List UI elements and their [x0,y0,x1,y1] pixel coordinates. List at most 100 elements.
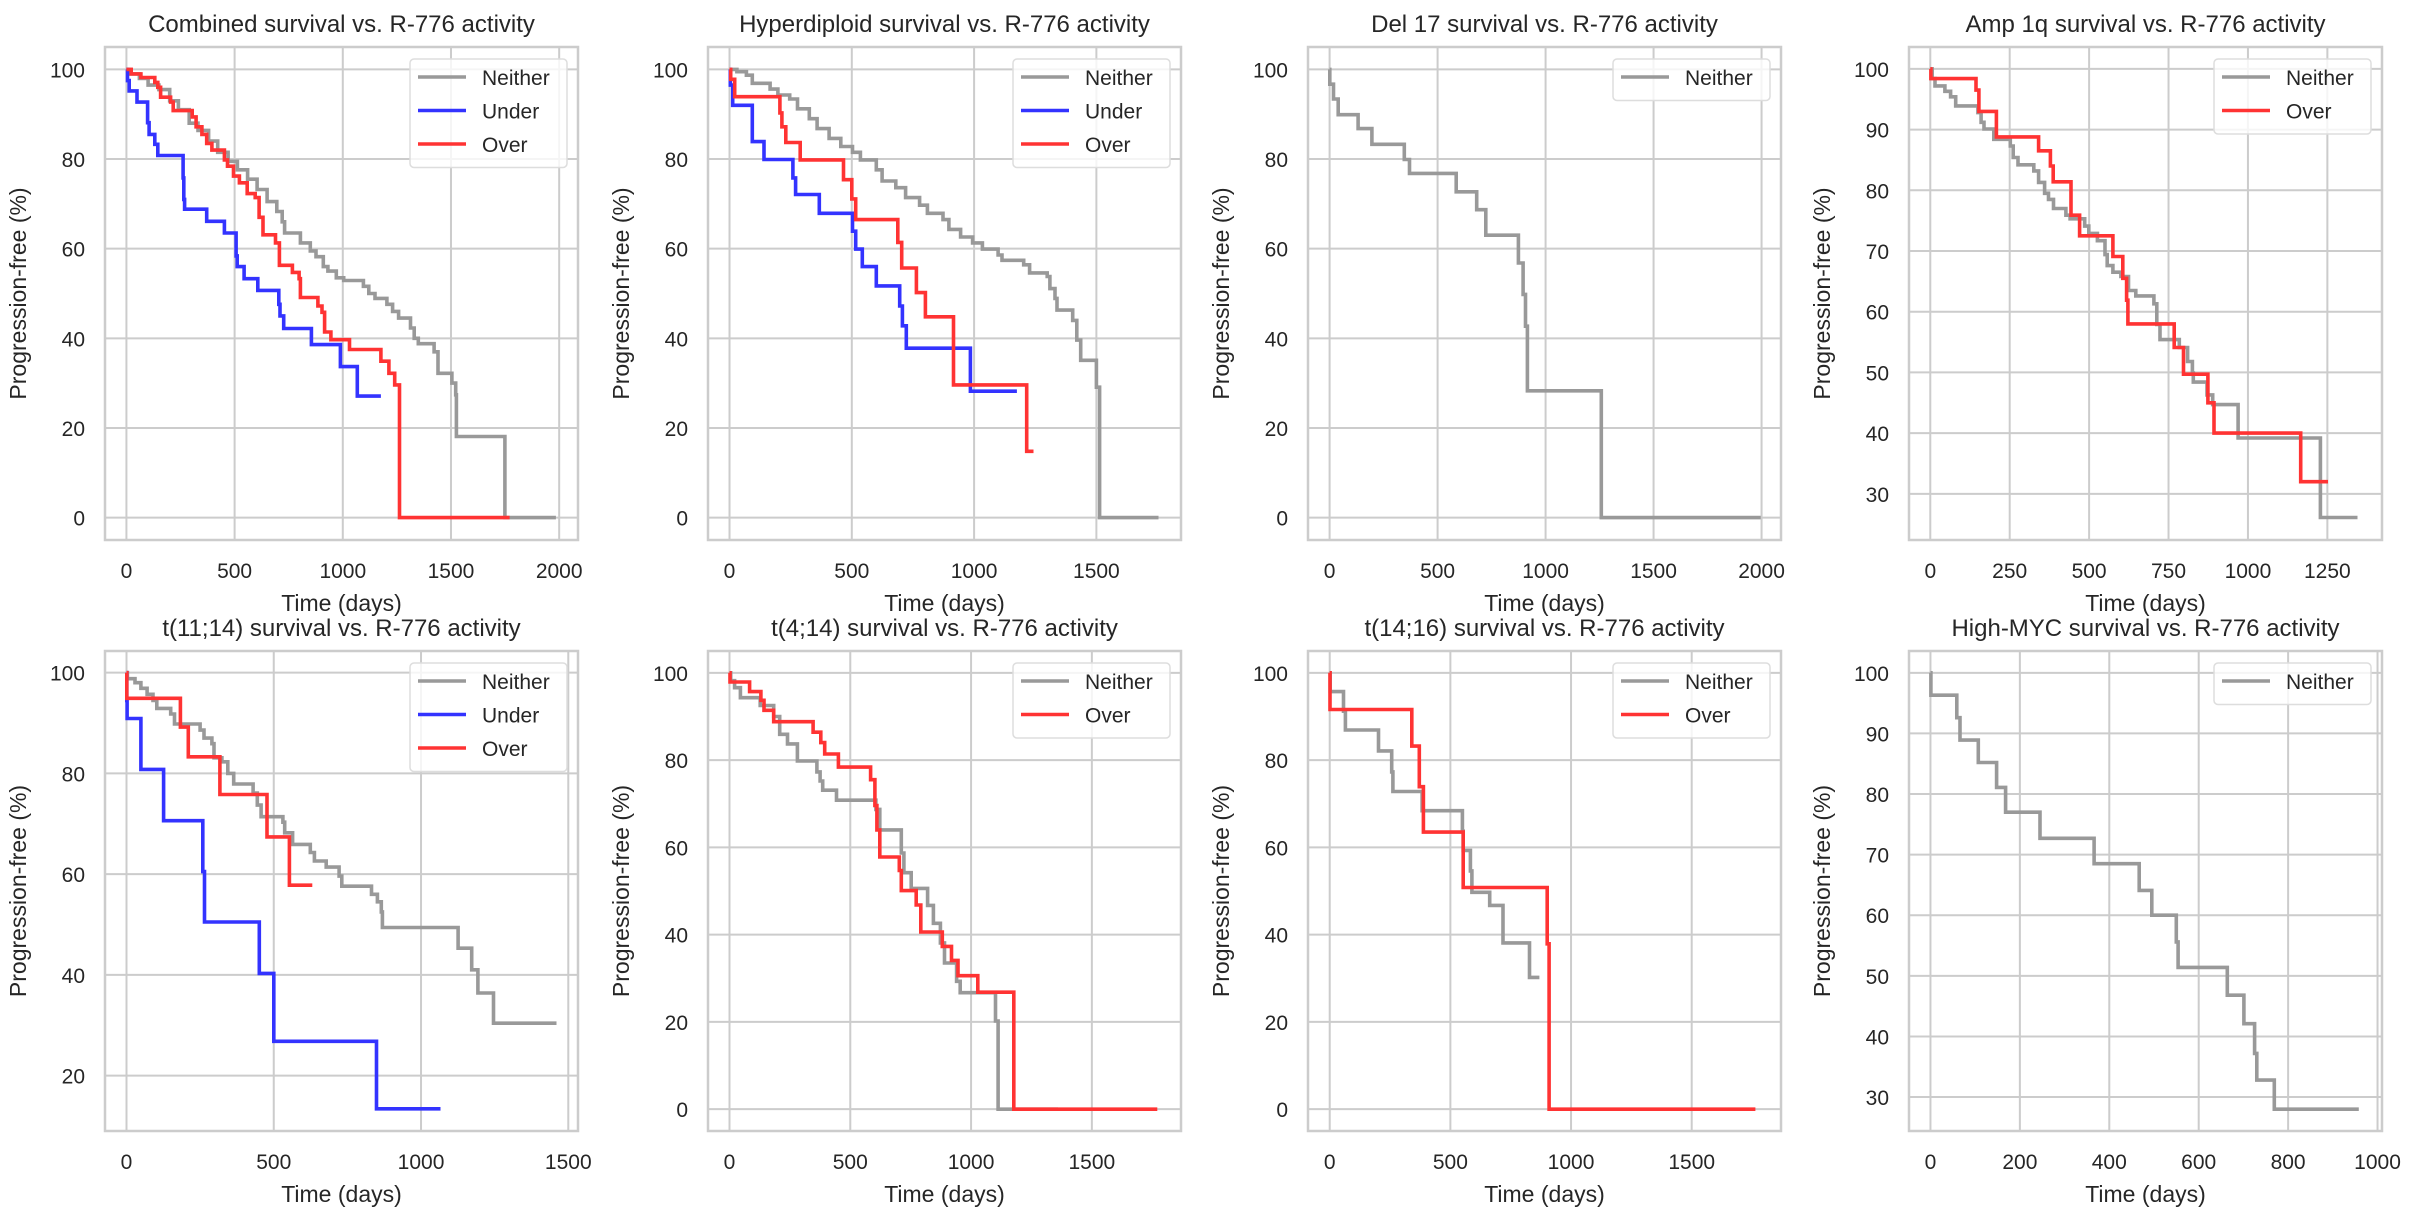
y-axis-label: Progression-free (%) [1809,187,1835,399]
legend-label: Neither [1685,671,1753,694]
y-tick-label: 0 [676,508,688,531]
y-tick-label: 40 [62,328,85,351]
y-tick-label: 60 [1866,302,1889,325]
subplot-title: Combined survival vs. R-776 activity [148,11,535,38]
x-tick-label: 0 [121,1151,133,1174]
y-tick-label: 50 [1866,362,1889,385]
legend: Neither Under Over [1012,58,1171,169]
legend: Neither Over [2213,58,2372,135]
x-axis-label: Time (days) [1484,1181,1605,1207]
axes-frame [103,45,580,542]
subplot-1: Combined survival vs. R-776 activity 0 500… [5,11,583,616]
x-tick-label: 0 [121,560,133,583]
legend-label: Under [482,101,539,124]
x-axis-label: Time (days) [1484,590,1605,616]
subplot-title: High-MYC survival vs. R-776 activity [1951,615,2339,642]
y-tick-label: 40 [62,965,85,988]
y-tick-label: 100 [1854,663,1889,686]
y-axis-label: Progression-free (%) [5,785,31,997]
y-axis-label: Progression-free (%) [5,187,31,399]
y-tick-label: 60 [1265,837,1288,860]
subplot-2: Hyperdiploid survival vs. R-776 activity… [608,11,1183,616]
x-tick-label: 1000 [319,560,366,583]
subplot-title: t(14;16) survival vs. R-776 activity [1364,615,1724,642]
y-tick-label: 80 [1866,180,1889,203]
subplot-title: t(4;14) survival vs. R-776 activity [771,615,1118,642]
y-axis-label: Progression-free (%) [1208,187,1234,399]
legend-box [2213,662,2372,706]
x-tick-label: 2000 [1738,560,1785,583]
legend: Neither [1612,58,1771,102]
subplot-5: t(11;14) survival vs. R-776 activity 0 500… [5,615,592,1207]
x-tick-label: 500 [1433,1151,1468,1174]
axes-frame [1306,649,1783,1133]
y-tick-label: 40 [1265,328,1288,351]
x-axis-label: Time (days) [2085,1181,2206,1207]
y-tick-label: 100 [1253,59,1288,82]
legend-label: Over [1085,134,1131,157]
x-tick-label: 600 [2181,1151,2216,1174]
y-tick-label: 80 [665,750,688,773]
x-tick-label: 1500 [1073,560,1120,583]
y-tick-label: 100 [653,663,688,686]
legend: Neither Under Over [409,58,568,169]
legend-box [409,58,568,169]
y-tick-label: 40 [1265,925,1288,948]
y-tick-label: 0 [676,1099,688,1122]
axes-frame [103,649,580,1133]
series-line-over [126,67,510,520]
x-tick-label: 1000 [1548,1151,1595,1174]
legend-label: Neither [1085,671,1153,694]
y-tick-label: 20 [1265,418,1288,441]
x-tick-label: 1250 [2304,560,2351,583]
legend-label: Neither [1685,67,1753,90]
subplot-8: High-MYC survival vs. R-776 activity 0 200… [1809,615,2401,1207]
y-tick-label: 80 [62,149,85,172]
series-line-neither [1929,671,2359,1111]
subplot-4: Amp 1q survival vs. R-776 activity 0 250 50… [1809,11,2384,616]
y-tick-label: 90 [1866,723,1889,746]
subplot-title: Hyperdiploid survival vs. R-776 activity [739,11,1150,38]
legend-label: Neither [1085,67,1153,90]
axes-frame [706,45,1183,542]
legend-label: Under [1085,101,1142,124]
y-tick-label: 80 [1265,149,1288,172]
y-tick-label: 50 [1866,966,1889,989]
y-tick-label: 60 [665,837,688,860]
x-tick-label: 500 [217,560,252,583]
x-tick-label: 500 [2072,560,2107,583]
series-line-over [728,67,1034,454]
y-axis-label: Progression-free (%) [608,785,634,997]
y-tick-label: 0 [1276,508,1288,531]
subplot-3: Del 17 survival vs. R-776 activity 0 500 10… [1208,11,1785,616]
axes-frame [1907,649,2384,1133]
x-tick-label: 250 [1992,560,2027,583]
legend: Neither Over [1012,662,1171,739]
x-axis-label: Time (days) [281,590,402,616]
y-tick-label: 80 [62,763,85,786]
y-axis-label: Progression-free (%) [1809,785,1835,997]
series-line-under [728,67,1017,393]
y-tick-label: 80 [1866,784,1889,807]
x-tick-label: 500 [256,1151,291,1174]
x-axis-label: Time (days) [884,590,1005,616]
x-tick-label: 750 [2151,560,2186,583]
x-tick-label: 0 [1324,1151,1336,1174]
subplot-6: t(4;14) survival vs. R-776 activity 0 500 1… [608,615,1183,1207]
series-line-neither [1930,67,2358,520]
legend: Neither Over [1612,662,1771,739]
x-tick-label: 1500 [1069,1151,1116,1174]
y-tick-label: 100 [1253,663,1288,686]
subplot-title: Amp 1q survival vs. R-776 activity [1965,11,2325,38]
x-axis-label: Time (days) [281,1181,402,1207]
y-tick-label: 100 [653,59,688,82]
series-line-neither [729,67,1159,520]
legend-label: Over [1085,705,1131,728]
y-tick-label: 40 [1866,1026,1889,1049]
y-tick-label: 60 [1866,905,1889,928]
x-axis-label: Time (days) [884,1181,1005,1207]
y-tick-label: 80 [665,149,688,172]
series-line-neither [125,670,557,1025]
y-tick-label: 20 [665,418,688,441]
